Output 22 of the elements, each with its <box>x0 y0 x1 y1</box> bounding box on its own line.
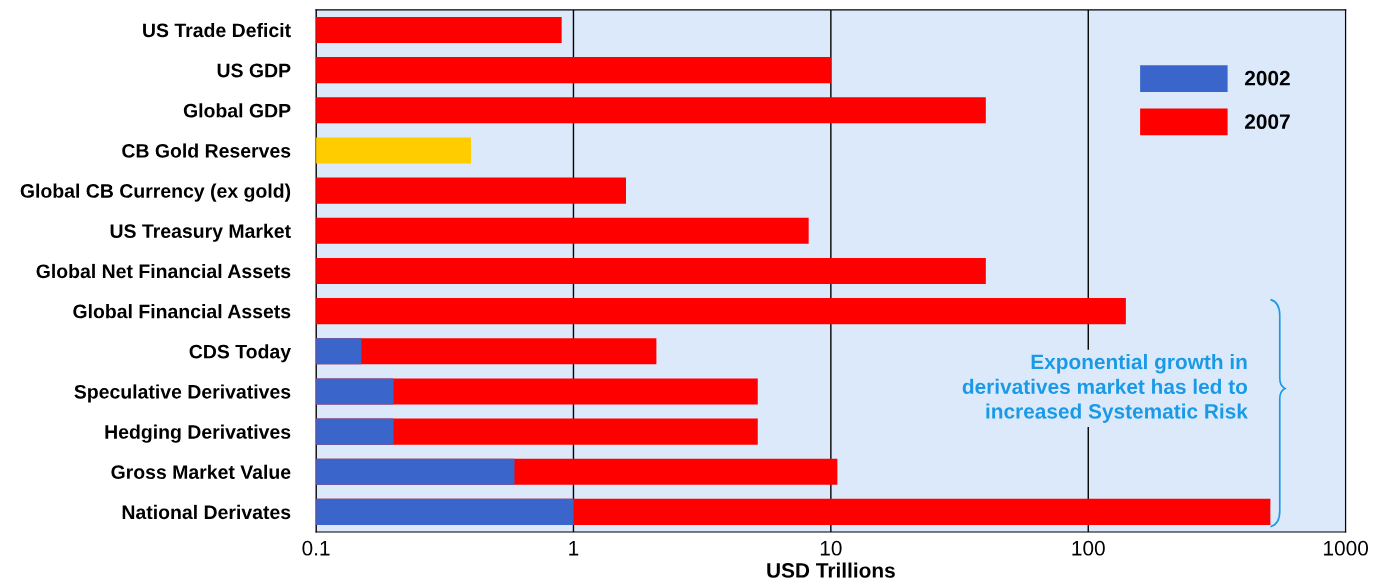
x-axis-title: USD Trillions <box>767 562 895 578</box>
x-tick-label: 0.1 <box>302 540 330 556</box>
x-tick-label: 10 <box>820 540 842 556</box>
y-tick-label: US GDP <box>217 63 291 78</box>
y-tick-label: CDS Today <box>189 344 291 363</box>
y-tick-label: CB Gold Reserves <box>122 143 291 158</box>
x-tick-label: 100 <box>1072 540 1105 556</box>
y-tick-label: Speculative Derivatives <box>74 384 291 403</box>
y-tick-label: Hedging Derivatives <box>105 424 291 443</box>
x-tick-label: 1000 <box>1324 540 1369 556</box>
annotation: Exponential growth in derivatives market has led to increased Systematic Risk <box>962 353 1248 423</box>
y-tick-label: Global Net Financial Assets <box>36 263 291 279</box>
y-tick-label: US Treasury Market <box>110 223 291 242</box>
y-tick-label: US Trade Deficit <box>143 22 291 38</box>
y-tick-label: Global GDP <box>183 103 291 118</box>
y-tick-label: Global Financial Assets <box>73 304 291 319</box>
legend-label: 2007 <box>1245 114 1290 130</box>
x-tick-label: 1 <box>569 541 579 556</box>
y-tick-label: Global CB Currency (ex gold) <box>20 183 291 202</box>
y-tick-label: National Derivates <box>122 504 291 520</box>
legend-label: 2002 <box>1245 70 1290 86</box>
y-tick-label: Gross Market Value <box>111 464 291 479</box>
